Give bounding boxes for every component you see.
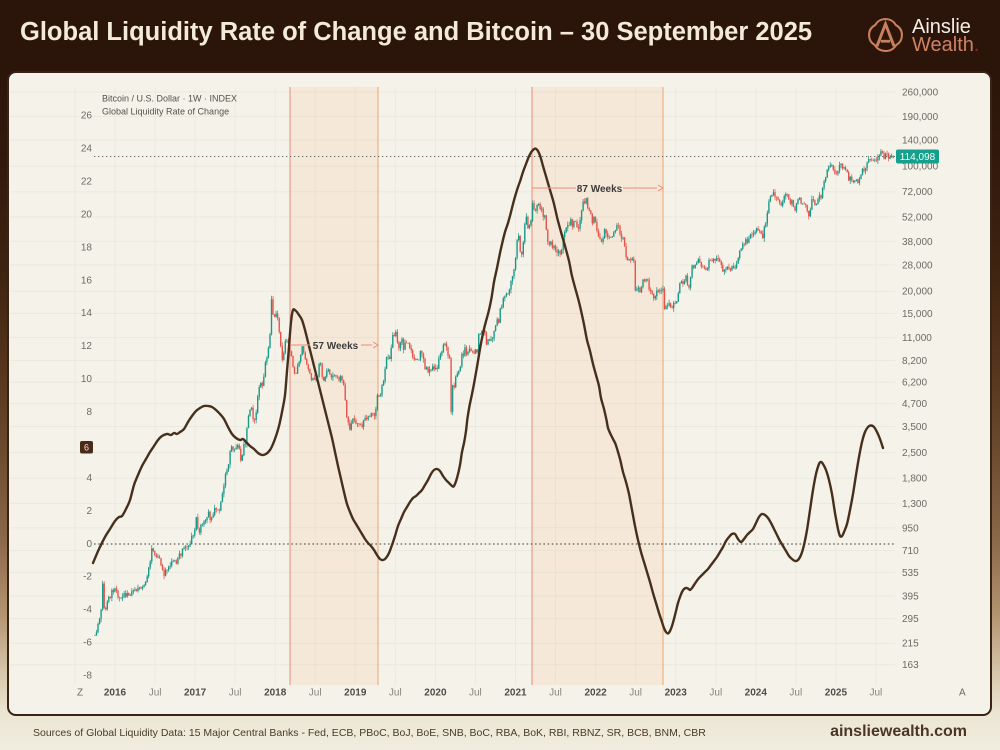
svg-text:6: 6 [84,443,89,453]
svg-text:Jul: Jul [309,688,322,699]
svg-text:8,200: 8,200 [902,356,927,367]
svg-text:100,000: 100,000 [902,162,939,173]
svg-text:20,000: 20,000 [902,287,933,298]
svg-text:6,200: 6,200 [902,378,927,389]
svg-text:Jul: Jul [870,688,883,699]
svg-text:4: 4 [86,473,92,484]
svg-text:0: 0 [86,539,92,550]
svg-text:87 Weeks: 87 Weeks [577,184,623,195]
svg-text:1,300: 1,300 [902,499,927,510]
svg-text:215: 215 [902,639,919,650]
svg-text:395: 395 [902,591,919,602]
svg-text:-6: -6 [83,638,92,649]
svg-text:26: 26 [81,111,93,122]
svg-text:710: 710 [902,546,919,557]
svg-text:295: 295 [902,614,919,625]
svg-text:18: 18 [81,242,93,253]
svg-text:2,500: 2,500 [902,448,927,459]
svg-text:2022: 2022 [584,688,607,699]
svg-text:38,000: 38,000 [902,237,933,248]
svg-text:11,000: 11,000 [902,333,932,344]
svg-text:950: 950 [902,523,919,534]
svg-text:24: 24 [81,144,93,155]
svg-text:Bitcoin / U.S. Dollar · 1W · I: Bitcoin / U.S. Dollar · 1W · INDEX [102,94,237,104]
svg-text:3,500: 3,500 [902,422,927,433]
svg-text:-2: -2 [83,572,92,583]
svg-text:Jul: Jul [149,688,162,699]
svg-text:Z: Z [77,688,83,699]
svg-text:2016: 2016 [104,688,127,699]
svg-text:10: 10 [81,374,93,385]
svg-text:2017: 2017 [184,688,207,699]
svg-text:22: 22 [81,177,93,188]
svg-text:260,000: 260,000 [902,88,939,99]
svg-text:190,000: 190,000 [902,112,939,123]
svg-text:2018: 2018 [264,688,287,699]
svg-text:-4: -4 [83,605,92,616]
svg-text:2025: 2025 [825,688,848,699]
svg-text:2021: 2021 [504,688,527,699]
svg-text:Jul: Jul [469,688,482,699]
svg-text:72,000: 72,000 [902,187,933,198]
svg-text:-8: -8 [83,671,92,682]
svg-text:2023: 2023 [665,688,688,699]
svg-text:163: 163 [902,660,919,671]
svg-text:Jul: Jul [389,688,402,699]
svg-text:Jul: Jul [629,688,642,699]
svg-text:52,000: 52,000 [902,213,933,224]
svg-text:4,700: 4,700 [902,399,927,410]
svg-text:Jul: Jul [229,688,242,699]
svg-text:1,800: 1,800 [902,474,927,485]
svg-text:2: 2 [86,506,92,517]
svg-text:Global Liquidity Rate of Chang: Global Liquidity Rate of Change [102,107,229,117]
svg-text:8: 8 [86,407,92,418]
svg-text:535: 535 [902,568,919,579]
svg-text:15,000: 15,000 [902,309,933,320]
svg-text:14: 14 [81,308,93,319]
svg-text:2019: 2019 [344,688,367,699]
svg-text:12: 12 [81,341,93,352]
svg-text:57 Weeks: 57 Weeks [313,341,359,352]
svg-text:2020: 2020 [424,688,447,699]
svg-text:2024: 2024 [745,688,768,699]
svg-text:114,098: 114,098 [900,152,936,163]
svg-text:Jul: Jul [549,688,562,699]
svg-text:A: A [959,688,966,699]
svg-text:140,000: 140,000 [902,136,939,147]
svg-text:28,000: 28,000 [902,261,933,272]
svg-text:Jul: Jul [709,688,722,699]
svg-text:16: 16 [81,275,93,286]
svg-text:20: 20 [81,209,93,220]
svg-text:Jul: Jul [789,688,802,699]
